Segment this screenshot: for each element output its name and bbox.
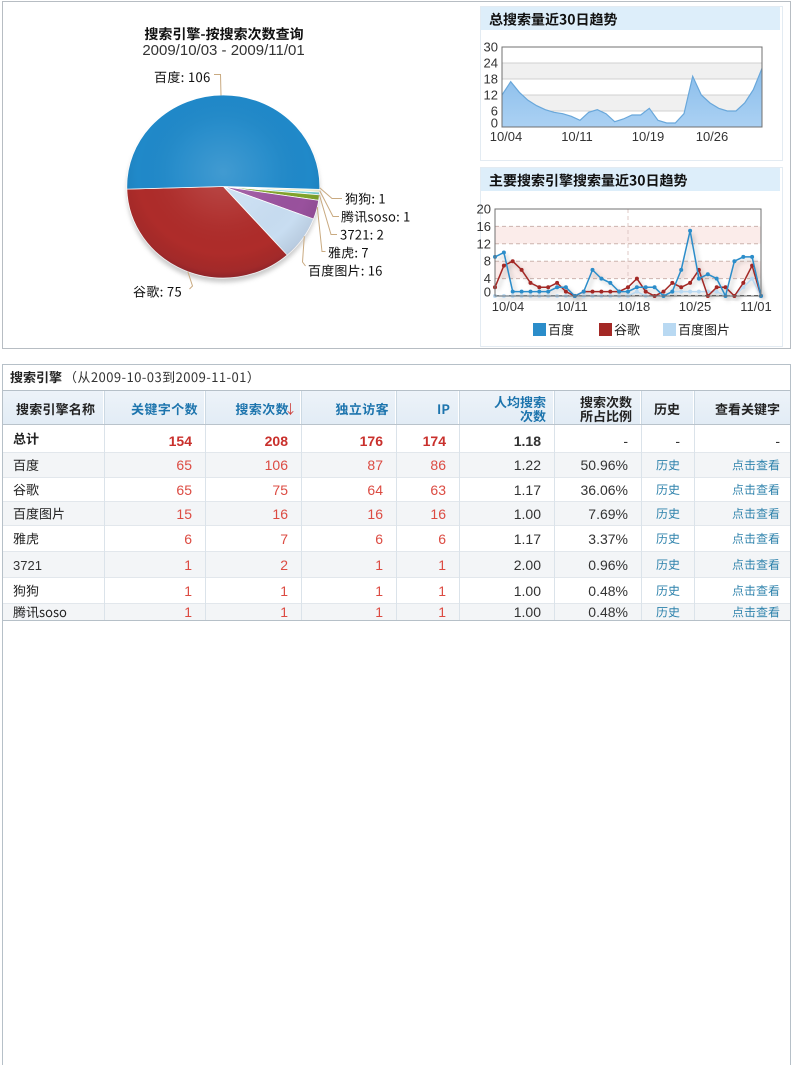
svg-text:0: 0 xyxy=(491,116,498,131)
svg-text:30: 30 xyxy=(484,40,498,55)
svg-text:4: 4 xyxy=(484,271,491,286)
svg-text:10/18: 10/18 xyxy=(618,299,651,314)
svg-text:10/26: 10/26 xyxy=(696,129,729,144)
svg-text:8: 8 xyxy=(484,254,491,269)
svg-text:0: 0 xyxy=(484,285,491,300)
svg-text:20: 20 xyxy=(477,202,491,217)
svg-text:10/11: 10/11 xyxy=(561,129,593,144)
svg-text:10/11: 10/11 xyxy=(556,299,588,314)
svg-text:12: 12 xyxy=(477,236,491,251)
svg-text:10/25: 10/25 xyxy=(679,299,712,314)
svg-text:24: 24 xyxy=(484,56,498,71)
svg-text:12: 12 xyxy=(484,88,498,103)
svg-text:16: 16 xyxy=(477,219,491,234)
svg-text:10/04: 10/04 xyxy=(492,299,525,314)
svg-text:6: 6 xyxy=(491,104,498,119)
svg-text:10/04: 10/04 xyxy=(490,129,523,144)
svg-text:10/19: 10/19 xyxy=(632,129,665,144)
svg-text:11/01: 11/01 xyxy=(740,299,772,314)
svg-text:18: 18 xyxy=(484,72,498,87)
